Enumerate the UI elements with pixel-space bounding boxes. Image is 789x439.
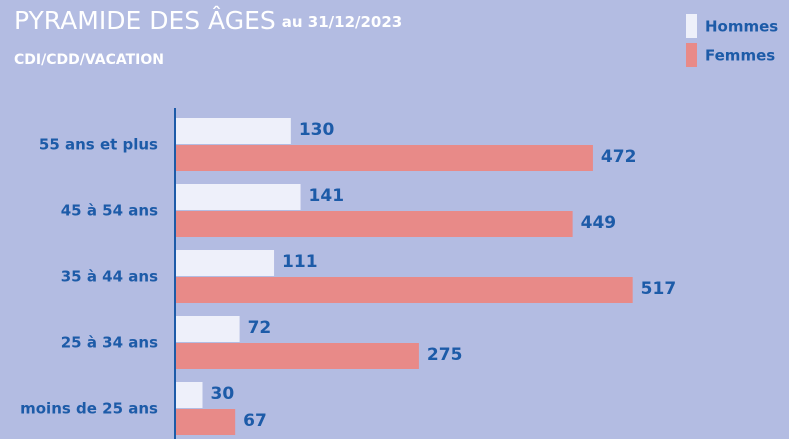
value-label: 72	[248, 318, 272, 338]
value-label: 111	[282, 252, 318, 272]
value-label: 130	[299, 120, 335, 140]
bar	[176, 184, 301, 210]
value-label: 141	[309, 186, 345, 206]
category-label: 25 à 34 ans	[61, 334, 158, 352]
legend-label: Hommes	[705, 18, 778, 36]
value-label: 30	[211, 384, 235, 404]
legend-label: Femmes	[705, 47, 775, 65]
chart-title: PYRAMIDE DES ÂGES au 31/12/2023	[14, 6, 402, 35]
subtitle: CDI/CDD/VACATION	[14, 52, 164, 68]
bar	[176, 277, 633, 303]
legend-swatch	[686, 43, 697, 67]
category-label: 35 à 44 ans	[61, 268, 158, 286]
bar	[176, 145, 593, 171]
bar	[176, 409, 236, 435]
category-label: moins de 25 ans	[20, 400, 158, 418]
value-label: 472	[601, 147, 637, 167]
title-main: PYRAMIDE DES ÂGES	[14, 6, 276, 35]
category-label: 45 à 54 ans	[61, 202, 158, 220]
bar	[176, 343, 419, 369]
bar	[176, 118, 291, 144]
bar	[176, 316, 240, 342]
title-date: au 31/12/2023	[282, 13, 402, 31]
value-label: 275	[427, 345, 463, 365]
category-label: 55 ans et plus	[39, 136, 158, 154]
bar	[176, 250, 275, 276]
legend-swatch	[686, 14, 697, 38]
bar	[176, 382, 203, 408]
value-label: 517	[641, 279, 677, 299]
bar	[176, 211, 573, 237]
value-label: 67	[243, 411, 267, 431]
value-label: 449	[581, 213, 617, 233]
